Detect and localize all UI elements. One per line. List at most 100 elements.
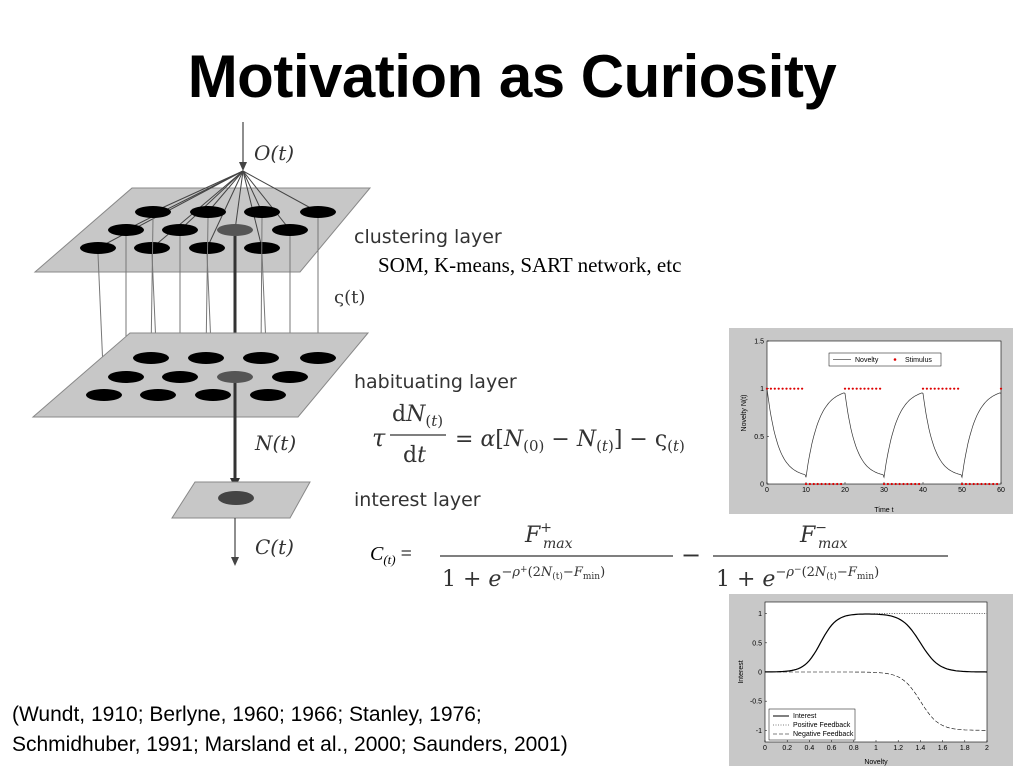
chart2-xtick-label: 0.4 bbox=[805, 745, 815, 752]
chart1-stimulus-point bbox=[804, 482, 808, 486]
chart1-ytick-label: 0.5 bbox=[754, 434, 764, 441]
chart1-ylabel: Novelty N(t) bbox=[741, 395, 748, 432]
chart1-stimulus-point bbox=[914, 482, 917, 486]
chart1-stimulus-point bbox=[988, 482, 991, 486]
chart1-stimulus-point bbox=[910, 482, 913, 486]
chart1-stimulus-point bbox=[953, 387, 956, 390]
chart2-xtick-label: 0.2 bbox=[782, 745, 792, 752]
chart1-ytick-label: 1.5 bbox=[754, 339, 764, 346]
chart1-stimulus-point bbox=[964, 482, 967, 486]
chart1-legend-stimulus: Stimulus bbox=[905, 357, 932, 364]
chart1-stimulus-point bbox=[902, 482, 905, 486]
interest-node bbox=[218, 491, 254, 505]
citation-line-1: (Wundt, 1910; Berlyne, 1960; 1966; Stanl… bbox=[12, 703, 482, 726]
clustering-layer-label: clustering layer bbox=[354, 226, 502, 248]
chart2-ytick-label: -0.5 bbox=[750, 699, 762, 706]
chart1-xtick-label: 0 bbox=[765, 487, 769, 494]
svg-text:dN(t): dN(t) bbox=[392, 402, 443, 430]
chart1-xtick-label: 10 bbox=[802, 487, 810, 494]
chart2-series-negative bbox=[765, 671, 987, 731]
o-label: O(t) bbox=[254, 141, 294, 165]
habituating-nodes bbox=[86, 352, 336, 401]
chart1-stimulus-point bbox=[765, 387, 769, 390]
chart2-series-interest bbox=[765, 613, 988, 673]
chart1-stimulus-point bbox=[972, 482, 975, 486]
chart1-stimulus-point bbox=[875, 387, 878, 390]
c-label: C(t) bbox=[255, 535, 294, 559]
chart1-stimulus-point bbox=[843, 387, 847, 390]
svg-text:dt: dt bbox=[403, 443, 426, 468]
chart2-ytick-label: 0 bbox=[758, 670, 762, 677]
chart2-xtick-label: 0.6 bbox=[827, 745, 837, 752]
n-label: N(t) bbox=[254, 431, 296, 455]
chart1-stimulus-point bbox=[898, 482, 901, 486]
habituating-layer-label: habituating layer bbox=[354, 371, 517, 393]
chart1-xtick-label: 20 bbox=[841, 487, 849, 494]
chart1-stimulus-point bbox=[882, 482, 886, 486]
chart1-stimulus-point bbox=[863, 387, 866, 390]
chart1-stimulus-point bbox=[808, 482, 811, 486]
chart1-stimulus-point bbox=[816, 482, 819, 486]
chart2-ytick-label: -1 bbox=[756, 728, 762, 735]
interest-equation: F+ max 1 + e−ρ+(2N(t)−Fmin) − F− max 1 + e… bbox=[440, 520, 948, 592]
chart2-xtick-label: 1.8 bbox=[960, 745, 970, 752]
svg-text:τ: τ bbox=[372, 424, 386, 452]
chart1-stimulus-point bbox=[797, 387, 800, 390]
chart1-stimulus-point bbox=[855, 387, 858, 390]
chart1-stimulus-point bbox=[906, 482, 909, 486]
svg-text:F−max: F− max bbox=[799, 520, 848, 552]
citation-line-2: Schmidhuber, 1991; Marsland et al., 2000… bbox=[12, 733, 568, 756]
chart1-stimulus-point bbox=[886, 482, 889, 486]
chart1-stimulus-point bbox=[769, 387, 772, 390]
chart2-xtick-label: 1 bbox=[874, 745, 878, 752]
chart1-stimulus-point bbox=[933, 387, 936, 390]
svg-text:F+max: F+ max bbox=[524, 520, 573, 552]
chart1-stimulus-point bbox=[824, 482, 827, 486]
habituation-equation: τ dN(t) dt = α[N(0) − N(t)] − ς(t) bbox=[372, 402, 685, 468]
chart2-legend-positive: Positive Feedback bbox=[793, 722, 851, 729]
chart1-stimulus-point bbox=[840, 482, 843, 486]
interest-lhs: C(t) = bbox=[370, 543, 412, 567]
chart1-stimulus-point bbox=[832, 482, 835, 486]
chart1-xtick-label: 60 bbox=[997, 487, 1005, 494]
chart1-stimulus-point bbox=[980, 482, 983, 486]
chart2-ylabel: Interest bbox=[738, 660, 745, 683]
svg-text:1 + e−ρ−(2N(t)−Fmin): 1 + e−ρ−(2N(t)−Fmin) bbox=[716, 565, 879, 592]
chart2-xtick-label: 1.2 bbox=[893, 745, 903, 752]
clustering-examples: SOM, K-means, SART network, etc bbox=[378, 253, 682, 277]
chart1-legend: Novelty Stimulus bbox=[828, 352, 942, 367]
chart1-stimulus-point bbox=[984, 482, 987, 486]
chart1-stimulus-point bbox=[976, 482, 979, 486]
chart1-stimulus-point bbox=[937, 387, 940, 390]
chart2-ytick-label: 0.5 bbox=[752, 640, 762, 647]
chart1-stimulus-point bbox=[789, 387, 792, 390]
chart1-stimulus-point bbox=[867, 387, 870, 390]
chart1-stimulus-point bbox=[836, 482, 839, 486]
chart1-ytick-label: 1 bbox=[760, 386, 764, 393]
svg-text:= α[N(0) − N(t)] − ς(t): = α[N(0) − N(t)] − ς(t) bbox=[455, 427, 685, 455]
c-arrowhead bbox=[231, 557, 239, 566]
chart1-stimulus-point bbox=[929, 387, 932, 390]
chart1-stimulus-point bbox=[812, 482, 815, 486]
chart1-stimulus-point bbox=[785, 387, 788, 390]
clustering-nodes bbox=[80, 206, 336, 254]
chart2-ytick-label: 1 bbox=[758, 611, 762, 618]
chart1-xlabel: Time t bbox=[874, 507, 893, 514]
chart1-stimulus-point bbox=[996, 482, 999, 486]
chart1-stimulus-point bbox=[828, 482, 831, 486]
chart1-stimulus-point bbox=[801, 387, 804, 390]
chart1-stimulus-point bbox=[957, 387, 960, 390]
chart1-ytick-label: 0 bbox=[760, 482, 764, 489]
chart2-xtick-label: 2 bbox=[985, 745, 989, 752]
habituating-plane bbox=[31, 332, 370, 418]
chart1-xtick-label: 30 bbox=[880, 487, 888, 494]
chart1-stimulus-point bbox=[879, 387, 882, 390]
chart1-stimulus-point bbox=[890, 482, 893, 486]
novelty-chart: 0 10 20 30 40 50 60 0 0.5 1 1.5 Novelty Stimulus T… bbox=[729, 328, 1013, 514]
input-arrowhead bbox=[239, 162, 247, 171]
clustering-plane bbox=[33, 187, 372, 273]
chart1-stimulus-point bbox=[871, 387, 874, 390]
chart1-stimulus-point bbox=[925, 387, 928, 390]
chart1-stimulus-point bbox=[921, 387, 925, 390]
